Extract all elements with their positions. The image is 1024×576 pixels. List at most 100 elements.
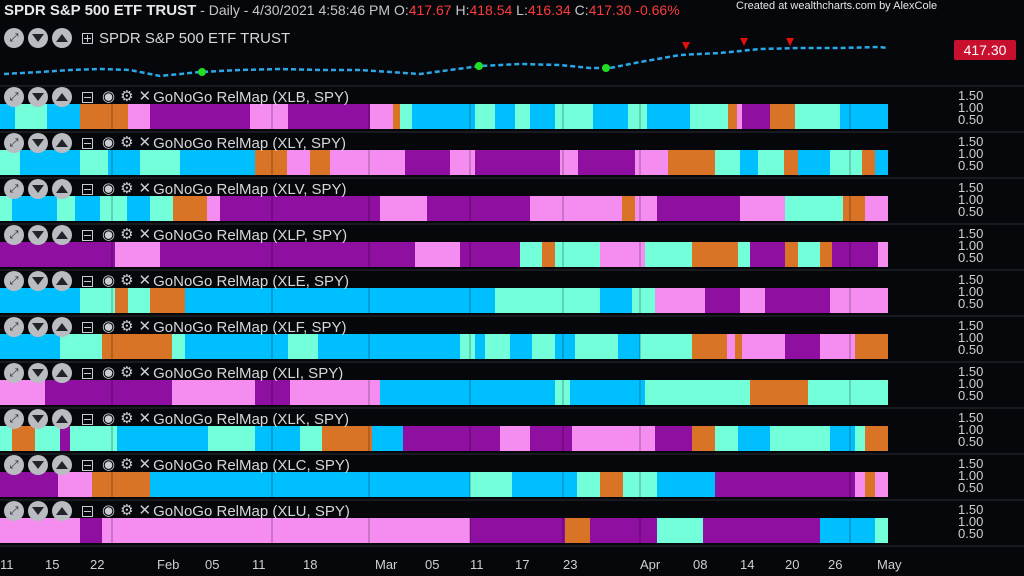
gear-icon[interactable]: ⚙ xyxy=(120,272,134,289)
relmap-bar xyxy=(750,380,808,405)
chevron-down-icon xyxy=(32,323,44,331)
collapse-box-icon[interactable] xyxy=(82,367,93,379)
move-down-button[interactable] xyxy=(28,501,48,521)
y-tick-label: 0.50 xyxy=(958,112,984,127)
close-icon[interactable]: ✕ xyxy=(138,410,152,427)
move-down-button[interactable] xyxy=(28,317,48,337)
expand-button[interactable]: ⤢ xyxy=(4,271,24,291)
close-icon[interactable]: ✕ xyxy=(138,88,152,105)
move-up-button[interactable] xyxy=(52,455,72,475)
close-icon[interactable]: ✕ xyxy=(138,272,152,289)
close-icon[interactable]: ✕ xyxy=(138,456,152,473)
move-down-button[interactable] xyxy=(28,271,48,291)
gear-icon[interactable]: ⚙ xyxy=(120,180,134,197)
gear-icon[interactable]: ⚙ xyxy=(120,318,134,335)
move-up-button[interactable] xyxy=(52,363,72,383)
close-icon[interactable]: ✕ xyxy=(138,364,152,381)
expand-button[interactable]: ⤢ xyxy=(4,87,24,107)
gear-icon[interactable]: ⚙ xyxy=(120,456,134,473)
chevron-down-icon xyxy=(32,34,44,42)
eye-icon[interactable]: ◉ xyxy=(102,364,116,381)
pane-title: GoNoGo RelMap (XLI, SPY) xyxy=(153,364,344,382)
expand-button[interactable]: ⤢ xyxy=(4,409,24,429)
eye-icon[interactable]: ◉ xyxy=(102,410,116,427)
collapse-box-icon[interactable] xyxy=(82,275,93,287)
relmap-bar xyxy=(330,150,405,175)
move-down-button[interactable] xyxy=(28,28,48,48)
move-up-button[interactable] xyxy=(52,179,72,199)
collapse-box-icon[interactable] xyxy=(82,459,93,471)
move-up-button[interactable] xyxy=(52,501,72,521)
expand-box-icon[interactable] xyxy=(82,32,93,44)
eye-icon[interactable]: ◉ xyxy=(102,318,116,335)
chevron-up-icon xyxy=(56,34,68,42)
gear-icon[interactable]: ⚙ xyxy=(120,410,134,427)
relmap-bar xyxy=(740,150,758,175)
y-tick-label: 0.50 xyxy=(958,526,984,541)
expand-button[interactable]: ⤢ xyxy=(4,133,24,153)
relmap-bar xyxy=(0,334,60,359)
relmap-bar xyxy=(380,196,427,221)
move-down-button[interactable] xyxy=(28,225,48,245)
collapse-box-icon[interactable] xyxy=(82,229,93,241)
eye-icon[interactable]: ◉ xyxy=(102,502,116,519)
move-up-button[interactable] xyxy=(52,87,72,107)
relmap-bar xyxy=(60,334,102,359)
move-up-button[interactable] xyxy=(52,409,72,429)
move-up-button[interactable] xyxy=(52,28,72,48)
collapse-box-icon[interactable] xyxy=(82,183,93,195)
gear-icon[interactable]: ⚙ xyxy=(120,226,134,243)
relmap-bar xyxy=(798,150,830,175)
collapse-box-icon[interactable] xyxy=(82,413,93,425)
eye-icon[interactable]: ◉ xyxy=(102,88,116,105)
close-icon[interactable]: ✕ xyxy=(138,180,152,197)
close-icon[interactable]: ✕ xyxy=(138,502,152,519)
y-tick-label: 0.50 xyxy=(958,296,984,311)
move-up-button[interactable] xyxy=(52,271,72,291)
close-icon[interactable]: ✕ xyxy=(138,318,152,335)
move-up-button[interactable] xyxy=(52,317,72,337)
chevron-up-icon xyxy=(56,93,68,101)
close-icon[interactable]: ✕ xyxy=(138,134,152,151)
collapse-box-icon[interactable] xyxy=(82,91,93,103)
relmap-bar xyxy=(785,196,843,221)
relmap-bar xyxy=(80,288,115,313)
move-down-button[interactable] xyxy=(28,133,48,153)
expand-button[interactable]: ⤢ xyxy=(4,363,24,383)
collapse-box-icon[interactable] xyxy=(82,137,93,149)
eye-icon[interactable]: ◉ xyxy=(102,456,116,473)
y-tick-label: 1.50 xyxy=(958,226,984,241)
relmap-bar xyxy=(128,288,150,313)
move-up-button[interactable] xyxy=(52,225,72,245)
move-down-button[interactable] xyxy=(28,409,48,429)
move-down-button[interactable] xyxy=(28,87,48,107)
expand-button[interactable]: ⤢ xyxy=(4,501,24,521)
expand-button[interactable]: ⤢ xyxy=(4,28,24,48)
gear-icon[interactable]: ⚙ xyxy=(120,502,134,519)
y-tick-label: 1.00 xyxy=(958,284,984,299)
relmap-bar xyxy=(470,518,565,543)
move-down-button[interactable] xyxy=(28,455,48,475)
relmap-bar xyxy=(555,334,575,359)
expand-button[interactable]: ⤢ xyxy=(4,455,24,475)
collapse-box-icon[interactable] xyxy=(82,321,93,333)
y-tick-label: 0.50 xyxy=(958,434,984,449)
move-down-button[interactable] xyxy=(28,179,48,199)
collapse-box-icon[interactable] xyxy=(82,505,93,517)
eye-icon[interactable]: ◉ xyxy=(102,226,116,243)
chevron-up-icon xyxy=(56,415,68,423)
y-tick-label: 0.50 xyxy=(958,250,984,265)
gear-icon[interactable]: ⚙ xyxy=(120,364,134,381)
close-icon[interactable]: ✕ xyxy=(138,226,152,243)
expand-button[interactable]: ⤢ xyxy=(4,225,24,245)
expand-button[interactable]: ⤢ xyxy=(4,317,24,337)
expand-button[interactable]: ⤢ xyxy=(4,179,24,199)
gear-icon[interactable]: ⚙ xyxy=(120,134,134,151)
eye-icon[interactable]: ◉ xyxy=(102,272,116,289)
eye-icon[interactable]: ◉ xyxy=(102,180,116,197)
gear-icon[interactable]: ⚙ xyxy=(120,88,134,105)
move-up-button[interactable] xyxy=(52,133,72,153)
relmap-bar xyxy=(770,104,795,129)
eye-icon[interactable]: ◉ xyxy=(102,134,116,151)
move-down-button[interactable] xyxy=(28,363,48,383)
